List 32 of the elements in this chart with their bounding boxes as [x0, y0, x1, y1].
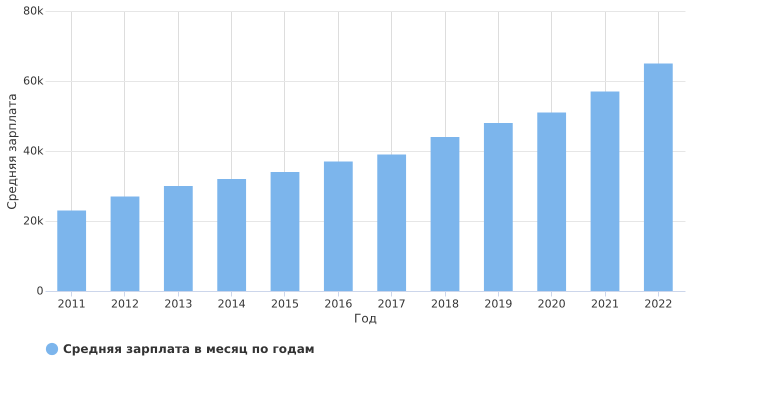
x-tick-label: 2020: [538, 298, 566, 310]
x-tick-label: 2014: [218, 298, 246, 310]
y-tick-label: 0: [36, 284, 44, 298]
bar: [270, 172, 300, 291]
x-tick-label: 2013: [164, 298, 192, 310]
x-tick-label: 2011: [58, 298, 86, 310]
y-tick-label: 20k: [23, 214, 44, 228]
x-tick-label: 2016: [324, 298, 352, 310]
x-axis-title: Год: [354, 312, 377, 326]
x-tick-label: 2017: [378, 298, 406, 310]
y-tick-label: 40k: [23, 144, 44, 158]
y-axis-title: Средняя зарплата: [5, 93, 20, 210]
bar: [484, 123, 513, 291]
x-tick-label: 2021: [591, 298, 619, 310]
legend-label: Средняя зарплата в месяц по годам: [63, 342, 315, 356]
x-tick-label: 2022: [644, 298, 672, 310]
bar: [537, 112, 566, 291]
bar: [57, 210, 86, 291]
x-tick-label: 2015: [271, 298, 299, 310]
bar: [164, 186, 193, 291]
bar: [110, 196, 140, 291]
bar: [644, 64, 673, 291]
y-tick-label: 80k: [23, 4, 44, 18]
bar: [217, 179, 246, 291]
x-tick-label: 2012: [111, 298, 139, 310]
bar: [590, 92, 620, 291]
x-tick-label: 2018: [431, 298, 459, 310]
bar: [430, 137, 460, 291]
bar: [377, 154, 406, 291]
y-tick-label: 60k: [23, 74, 44, 88]
x-tick-label: 2019: [484, 298, 512, 310]
bar: [324, 162, 353, 291]
